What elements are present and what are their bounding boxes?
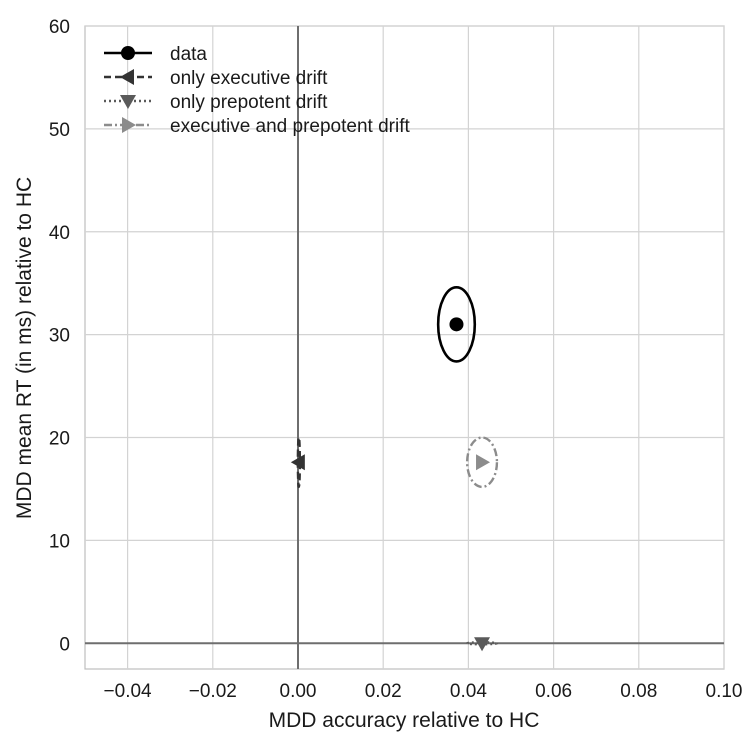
y-tick-label: 0: [59, 634, 70, 655]
y-tick-label: 20: [49, 429, 70, 450]
legend-label: data: [170, 44, 207, 65]
data-series: [290, 286, 499, 652]
y-tick-label: 40: [49, 223, 70, 244]
data-point-series-3: [476, 454, 491, 471]
y-tick-labels: 0 10 20 30 40 50 60: [49, 17, 70, 655]
x-axis-label: MDD accuracy relative to HC: [269, 709, 540, 732]
plot-area: [84, 25, 725, 670]
legend-label: only executive drift: [170, 68, 328, 89]
x-tick-label: −0.02: [189, 681, 237, 702]
legend-label: executive and prepotent drift: [170, 116, 410, 137]
x-tick-label: 0.04: [450, 681, 487, 702]
legend-marker-0: [121, 46, 135, 60]
y-tick-label: 10: [49, 531, 70, 552]
x-tick-label: 0.08: [620, 681, 657, 702]
uncertainty-ellipse-series-2: [465, 641, 499, 646]
legend-marker-3: [122, 117, 136, 133]
uncertainty-ellipse-series-3: [465, 436, 499, 489]
y-tick-label: 60: [49, 17, 70, 38]
uncertainty-ellipse-series-0: [436, 286, 477, 363]
legend-marker-1: [120, 69, 134, 85]
legend: data only executive drift only prepotent d…: [104, 44, 410, 137]
legend-marker-2: [120, 95, 136, 109]
x-tick-labels: −0.04 −0.02 0.00 0.02 0.04 0.06 0.08 0.10: [104, 681, 743, 702]
y-tick-label: 50: [49, 120, 70, 141]
data-point-series-2: [474, 637, 491, 652]
x-tick-label: 0.10: [706, 681, 743, 702]
legend-label: only prepotent drift: [170, 92, 328, 113]
x-tick-label: 0.00: [280, 681, 317, 702]
y-axis-label: MDD mean RT (in ms) relative to HC: [13, 177, 36, 519]
data-point-series-1: [290, 454, 305, 471]
y-tick-label: 30: [49, 326, 70, 347]
data-point-series-0: [449, 317, 464, 332]
x-tick-label: −0.04: [104, 681, 153, 702]
x-tick-label: 0.06: [535, 681, 572, 702]
reference-lines: [85, 26, 724, 669]
x-tick-label: 0.02: [365, 681, 402, 702]
